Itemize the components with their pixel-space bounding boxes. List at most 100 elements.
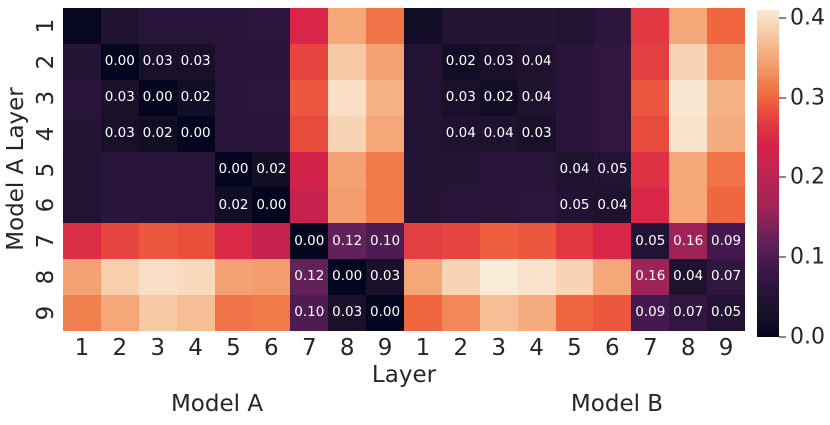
heatmap-cell [517, 187, 556, 224]
heatmap-cell: 0.16 [669, 223, 708, 260]
heatmap-cell: 0.00 [290, 223, 329, 260]
heatmap-cell [404, 43, 442, 80]
y-tick-label: 2 [33, 54, 59, 70]
colorbar-gradient [757, 10, 779, 337]
heatmap-cell [290, 151, 329, 188]
heatmap-cell [63, 187, 101, 224]
heatmap-cell [404, 295, 442, 331]
heatmap-cell [441, 295, 480, 331]
x-tick-label: 1 [74, 335, 90, 361]
heatmap-cell [479, 187, 518, 224]
heatmap-cell [555, 43, 594, 80]
heatmap-cell: 0.02 [441, 43, 480, 80]
heatmap-cell [214, 79, 253, 116]
y-tick-label: 8 [33, 269, 59, 285]
heatmap-cell [517, 295, 556, 331]
heatmap-cell [593, 259, 632, 296]
heatmap-cell [555, 115, 594, 152]
heatmap-cell [404, 259, 442, 296]
x-tick-label: 1 [415, 335, 431, 361]
x-axis-label: Layer [371, 362, 437, 388]
heatmap-cell [707, 151, 745, 188]
x-tick-label: 4 [188, 335, 203, 361]
x-tick-label: 8 [339, 335, 355, 361]
colorbar: 0.0 0.1 0.2 0.3 0.4 [757, 5, 825, 350]
heatmap-cell [517, 151, 556, 188]
colorbar-tick-label: 0.1 [790, 244, 825, 270]
heatmap-cell [366, 187, 404, 224]
heatmap-cell: 0.05 [555, 187, 594, 224]
heatmap-cell: 0.03 [479, 43, 518, 80]
heatmap-cell [631, 79, 670, 116]
heatmap-cell [328, 115, 367, 152]
heatmap-cell [138, 259, 177, 296]
y-axis-ticks: 1 2 3 4 5 6 7 8 9 [30, 8, 62, 331]
x-tick-label: 6 [605, 335, 620, 361]
heatmap-cell [479, 151, 518, 188]
heatmap-cell [517, 223, 556, 260]
heatmap-cell [138, 295, 177, 331]
heatmap-cell: 0.00 [328, 259, 367, 296]
x-tick-label: 6 [264, 335, 279, 361]
heatmap-cell: 0.07 [669, 295, 708, 331]
heatmap-cell [593, 43, 632, 80]
y-tick-label: 4 [33, 126, 59, 141]
heatmap-cell [252, 115, 291, 152]
heatmap-cell [328, 79, 367, 116]
heatmap-cell [138, 187, 177, 224]
heatmap-cell [517, 8, 556, 44]
heatmap-cell: 0.00 [176, 115, 215, 152]
heatmap-cell [593, 223, 632, 260]
heatmap-cell: 0.04 [555, 151, 594, 188]
heatmap-cell [441, 223, 480, 260]
x-tick-label: 3 [150, 335, 166, 361]
y-tick-label: 3 [33, 90, 59, 106]
heatmap-cell: 0.09 [707, 223, 745, 260]
x-tick-label: 5 [567, 335, 582, 361]
heatmap-cell: 0.10 [366, 223, 404, 260]
heatmap-cell: 0.00 [100, 43, 139, 80]
heatmap-cell [176, 8, 215, 44]
heatmap-cell: 0.04 [593, 187, 632, 224]
x-tick-label: 2 [453, 335, 469, 361]
heatmap-cell [100, 187, 139, 224]
colorbar-tick-mark [779, 336, 786, 338]
heatmap-cell [404, 187, 442, 224]
colorbar-tick-mark [779, 176, 786, 179]
heatmap-cell [252, 223, 291, 260]
heatmap-cell [441, 151, 480, 188]
heatmap-cell: 0.04 [517, 43, 556, 80]
heatmap-cell [479, 259, 518, 296]
heatmap-cell: 0.00 [252, 187, 291, 224]
colorbar-tick-label: 0.0 [790, 324, 825, 350]
heatmap-cell [100, 8, 139, 44]
heatmap-cell [63, 259, 101, 296]
heatmap-cell [669, 8, 708, 44]
heatmap-cell: 0.02 [214, 187, 253, 224]
heatmap-cell [252, 295, 291, 331]
heatmap-cell [63, 115, 101, 152]
y-tick-label: 5 [33, 162, 59, 177]
heatmap-cell [631, 115, 670, 152]
heatmap-cell [479, 223, 518, 260]
y-axis-label: Model A Layer [3, 87, 29, 251]
x-tick-label: 7 [301, 335, 317, 361]
heatmap-cell [252, 259, 291, 296]
heatmap-cell [366, 43, 404, 80]
heatmap-cell [63, 223, 101, 260]
heatmap-cell [631, 8, 670, 44]
y-tick-label: 7 [33, 233, 59, 249]
heatmap-cell: 0.04 [441, 115, 480, 152]
heatmap-cell [404, 115, 442, 152]
x-tick-label: 3 [491, 335, 507, 361]
heatmap-cell [669, 115, 708, 152]
heatmap-cell: 0.00 [214, 151, 253, 188]
heatmap-cell [176, 151, 215, 188]
colorbar-tick-mark [779, 96, 786, 99]
heatmap-cell [63, 295, 101, 331]
heatmap-cell [441, 187, 480, 224]
heatmap-cell: 0.02 [138, 115, 177, 152]
heatmap-cell [669, 43, 708, 80]
heatmap-cell [138, 223, 177, 260]
